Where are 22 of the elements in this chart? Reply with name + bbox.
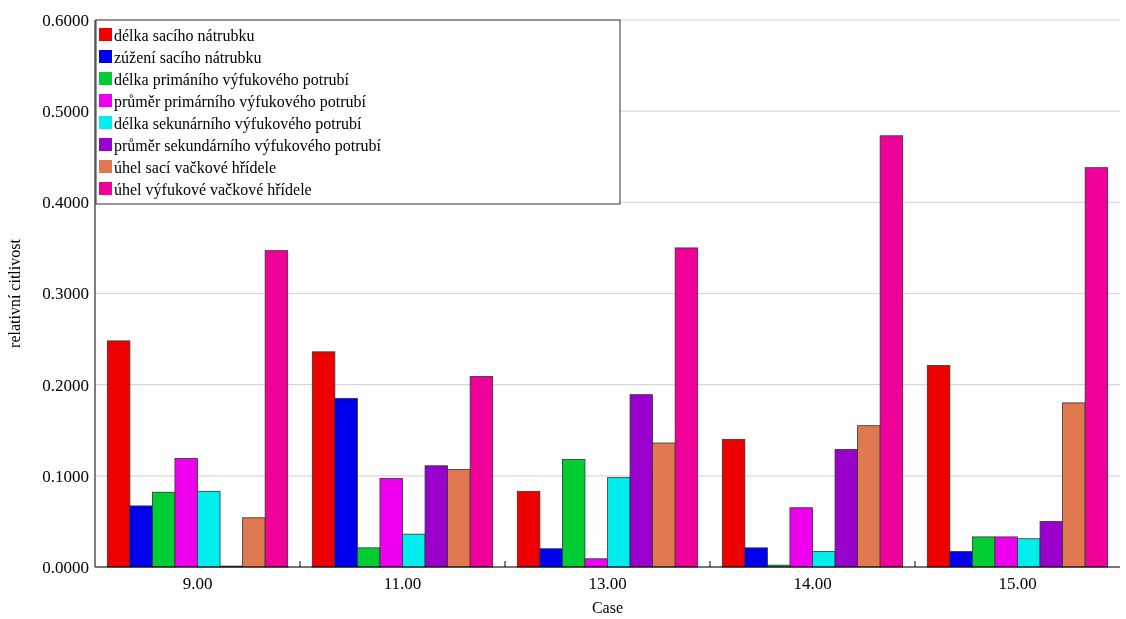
y-axis-title: relativní citlivost	[6, 238, 23, 348]
legend-label: úhel sací vačkové hřídele	[114, 158, 277, 176]
legend-label: délka sacího nátrubku	[114, 26, 255, 44]
x-tick-label: 11.00	[383, 574, 422, 593]
x-axis-title: Case	[591, 599, 624, 616]
y-tick-label: 0.0000	[42, 557, 89, 577]
legend-label: úhel výfukové vačkové hřídele	[114, 180, 312, 199]
y-tick-label: 0.5000	[42, 102, 89, 122]
x-tick-label: 14.00	[793, 574, 832, 593]
y-tick-label: 0.4000	[42, 193, 89, 213]
x-tick-label: 13.00	[588, 574, 627, 593]
y-tick-label: 0.2000	[42, 375, 89, 395]
legend-label: zúžení sacího nátrubku	[114, 48, 262, 66]
x-tick-label: 9.00	[182, 574, 213, 593]
y-tick-label: 0.6000	[42, 10, 89, 30]
legend-label: délka sekunárního výfukového potrubí	[114, 114, 363, 133]
y-tick-label: 0.1000	[42, 466, 89, 486]
x-tick-label: 15.00	[998, 574, 1037, 593]
legend-label: průměr primárního výfukového potrubí	[114, 92, 367, 111]
legend-label: délka primáního výfukového potrubí	[114, 70, 350, 89]
y-tick-label: 0.3000	[42, 284, 89, 304]
legend-label: průměr sekundárního výfukového potrubí	[114, 136, 382, 155]
